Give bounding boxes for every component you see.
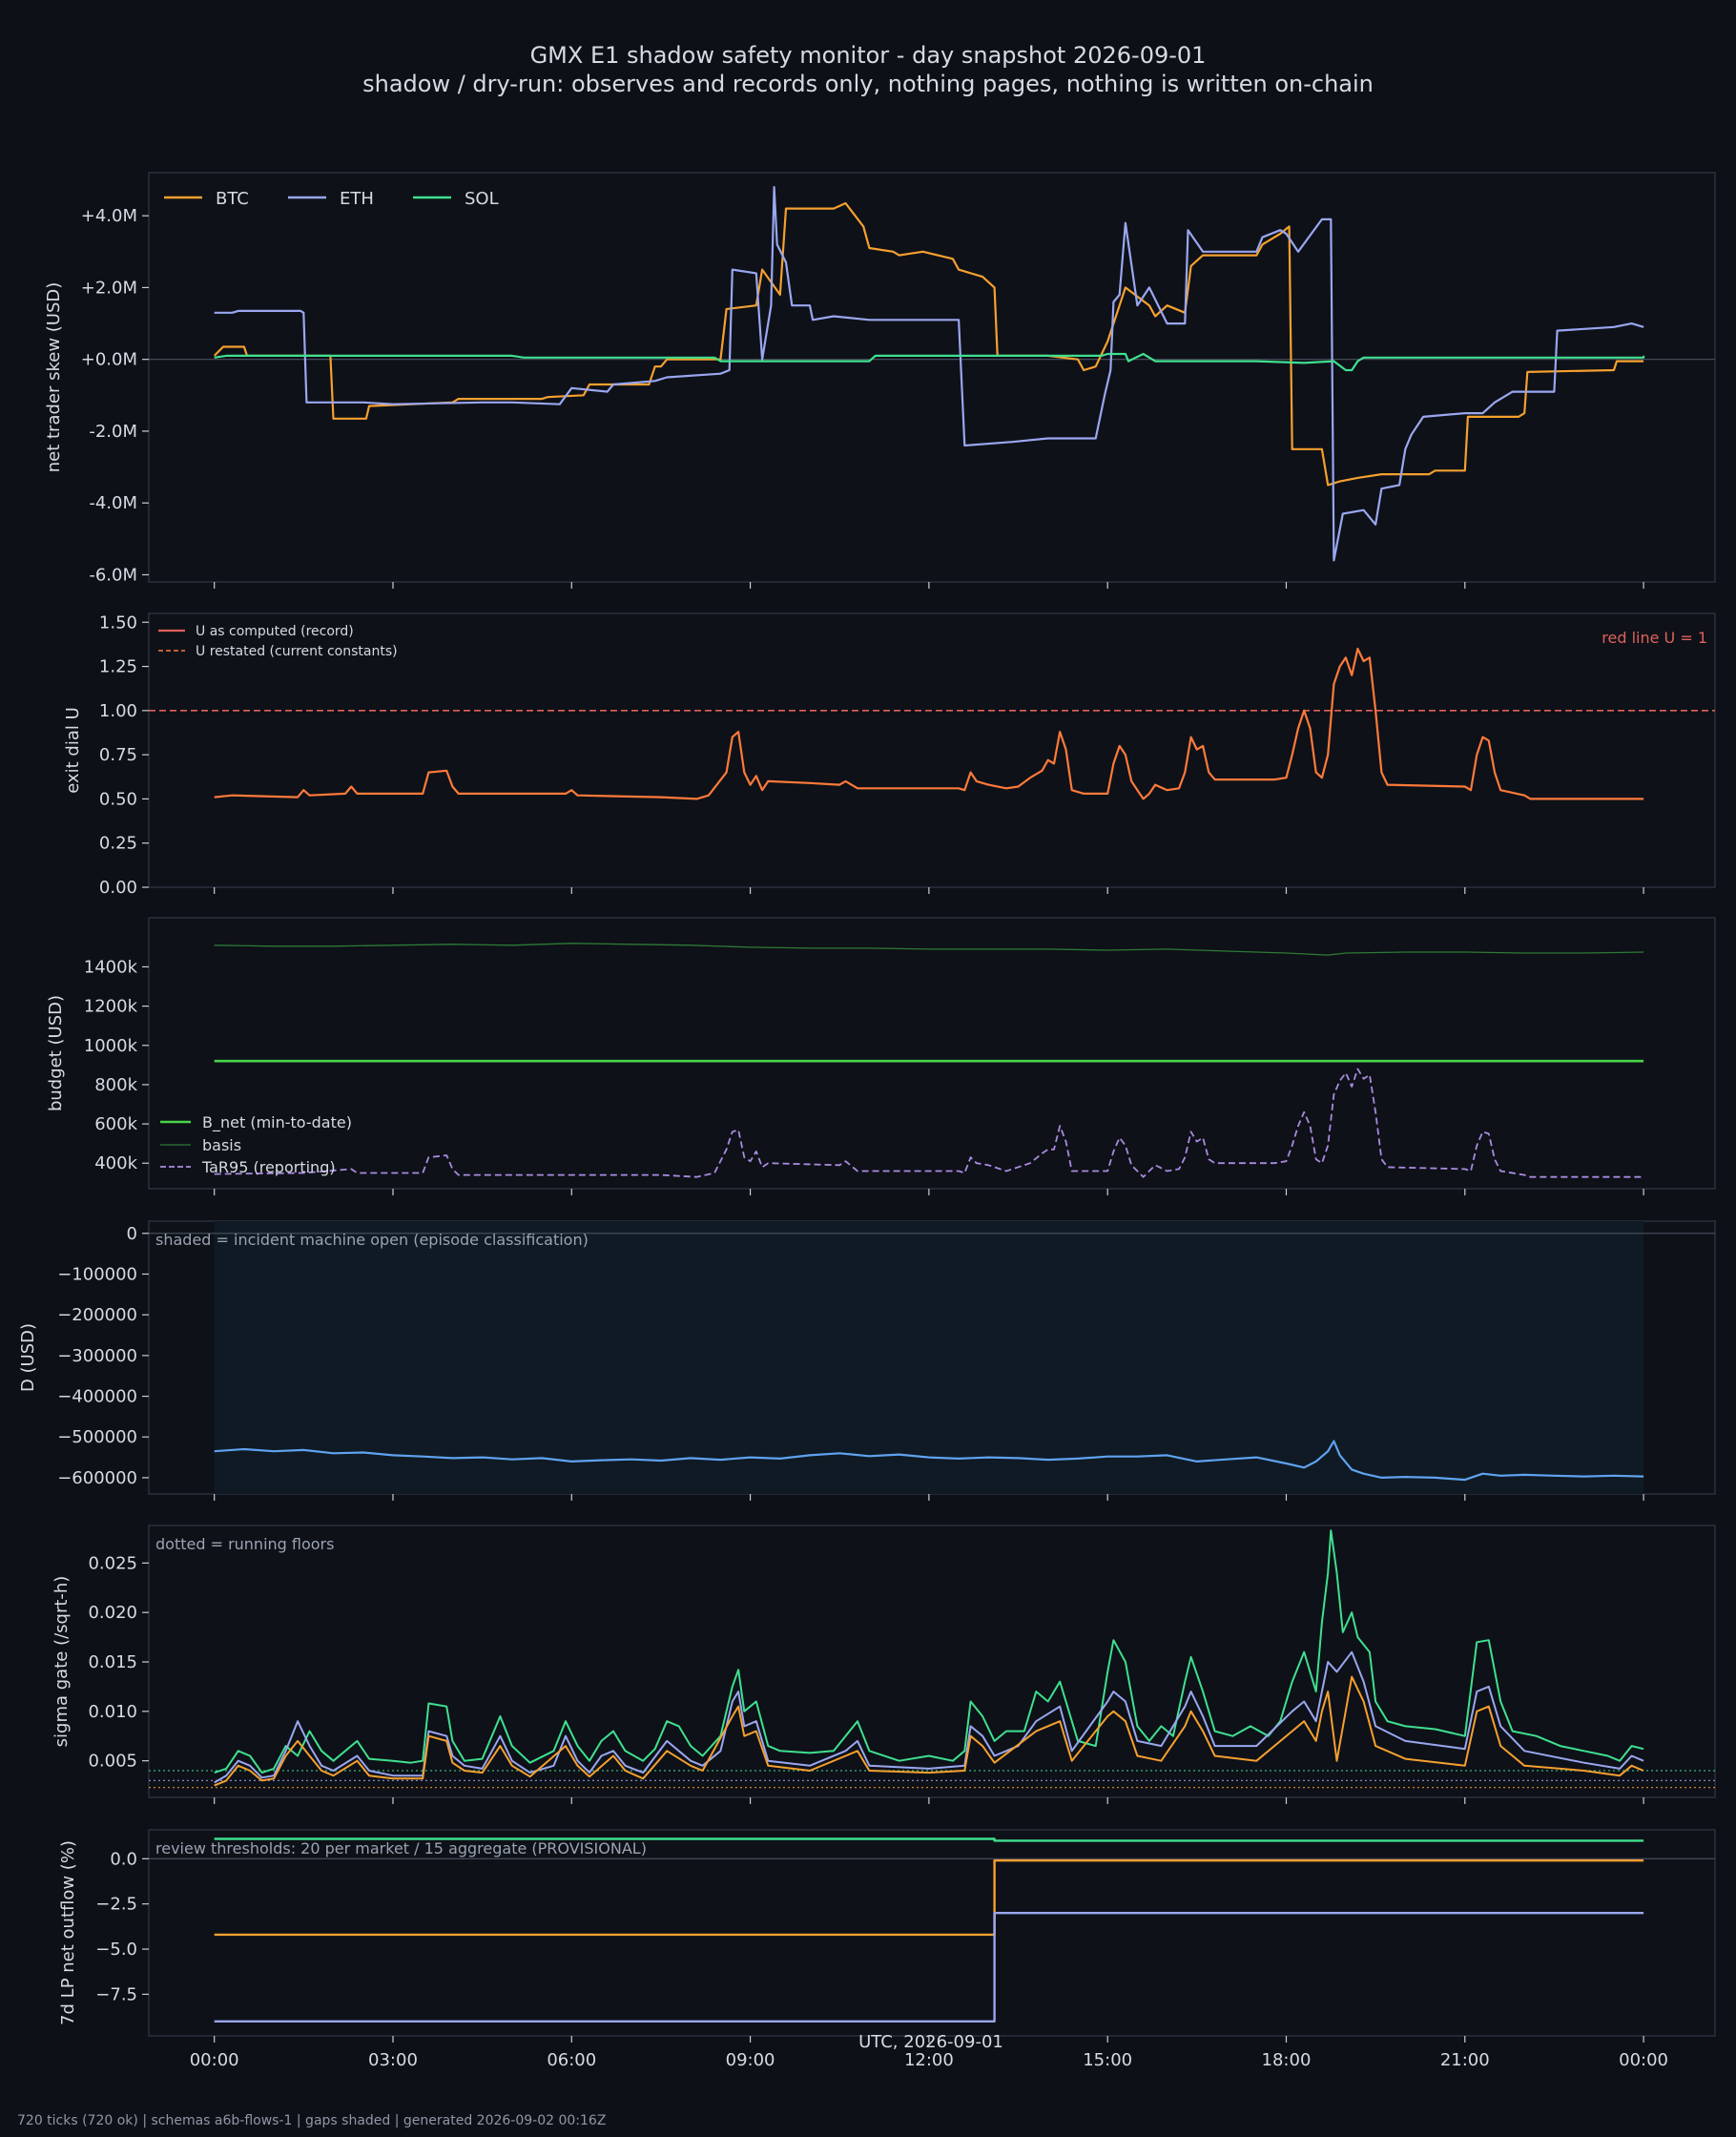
plot-area <box>148 172 1716 583</box>
y-tick-label: −500000 <box>57 1427 137 1447</box>
red-line-label: red line U = 1 <box>1602 629 1707 647</box>
series-basis <box>214 943 1644 956</box>
legend-label: BTC <box>216 189 249 209</box>
y-axis-label: D (USD) <box>18 1323 38 1392</box>
y-axis-label: 7d LP net outflow (%) <box>58 1840 78 2025</box>
x-axis-label: UTC, 2026-09-01 <box>858 2032 1003 2052</box>
y-axis-label: net trader skew (USD) <box>44 282 64 473</box>
legend-label: U as computed (record) <box>196 624 354 639</box>
panel-1: +4.0M +2.0M +0.0M -2.0M -4.0M -6.0M net trader… <box>44 172 1716 589</box>
panel-3: 400k 600k 800k 1000k 1200k 1400k budget (USD) B… <box>46 917 1716 1195</box>
y-tick-label: 0.25 <box>99 834 137 854</box>
y-tick-label: 0.025 <box>88 1553 137 1573</box>
series-sol <box>214 352 1645 372</box>
y-axis-label: sigma gate (/sqrt-h) <box>52 1576 72 1748</box>
y-tick-label: 0.010 <box>88 1702 137 1722</box>
series-tar95 <box>214 1068 1644 1178</box>
series-eth <box>214 1650 1644 1784</box>
series-sol <box>214 1529 1644 1774</box>
y-tick-label: 1.50 <box>99 612 137 633</box>
series-d <box>214 1440 1644 1482</box>
y-axis-label: exit dial U <box>63 707 83 794</box>
legend-label: ETH <box>340 189 374 209</box>
y-tick-label: -6.0M <box>89 565 137 585</box>
y-tick-label: 1.25 <box>99 657 137 677</box>
x-tick-label: 06:00 <box>547 2050 596 2070</box>
y-tick-label: −100000 <box>57 1264 137 1284</box>
y-tick-label: 0.020 <box>88 1603 137 1623</box>
legend-label: TaR95 (reporting) <box>201 1158 336 1176</box>
y-tick-label: +4.0M <box>81 206 137 226</box>
y-tick-label: −300000 <box>57 1346 137 1366</box>
y-tick-label: −600000 <box>57 1468 137 1488</box>
y-tick-label: −7.5 <box>95 1984 137 2004</box>
y-tick-label: 0.015 <box>88 1652 137 1672</box>
legend-label: B_net (min-to-date) <box>202 1113 352 1132</box>
series-sol <box>214 1837 1644 1842</box>
plot-area <box>148 1525 1716 1798</box>
y-tick-label: 0 <box>127 1224 137 1244</box>
x-tick-label: 03:00 <box>368 2050 418 2070</box>
y-tick-label: 1200k <box>84 997 138 1017</box>
legend-label: SOL <box>465 189 499 209</box>
y-tick-label: 600k <box>94 1114 137 1134</box>
y-tick-label: 1000k <box>84 1036 138 1056</box>
footer-status: 720 ticks (720 ok) | schemas a6b-flows-1… <box>17 2113 606 2128</box>
y-tick-label: -4.0M <box>89 493 137 513</box>
y-tick-label: 1.00 <box>99 701 137 721</box>
plot-area <box>148 612 1716 888</box>
plot-area <box>148 1829 1716 2037</box>
panel-6: 0.0 −2.5 −5.0 −7.5 00:00 03:00 06:00 09:00 12:00… <box>58 1829 1716 2070</box>
panel-2: 0.00 0.25 0.50 0.75 1.00 1.25 1.50 exit dial U r… <box>63 612 1716 898</box>
y-tick-label: 0.50 <box>99 789 137 809</box>
panel-annotation: shaded = incident machine open (episode … <box>155 1231 589 1249</box>
panel-annotation: dotted = running floors <box>155 1535 334 1553</box>
series-btc <box>214 1859 1644 1937</box>
panel-4: 0 −100000 −200000 −300000 −400000 −500000 −600… <box>18 1220 1716 1501</box>
x-tick-label: 12:00 <box>904 2050 954 2070</box>
y-tick-label: +0.0M <box>81 350 137 370</box>
series-eth <box>214 186 1644 562</box>
chart-title-line1: GMX E1 shadow safety monitor - day snaps… <box>530 42 1207 69</box>
y-tick-label: −200000 <box>57 1305 137 1325</box>
y-tick-label: −5.0 <box>95 1940 137 1960</box>
y-tick-label: 400k <box>94 1153 137 1173</box>
x-tick-label: 00:00 <box>190 2050 239 2070</box>
y-tick-label: −400000 <box>57 1387 137 1407</box>
series-u <box>214 647 1644 800</box>
panel-annotation: review thresholds: 20 per market / 15 ag… <box>155 1839 647 1857</box>
y-tick-label: 0.75 <box>99 745 137 765</box>
y-tick-label: 0.005 <box>88 1752 137 1772</box>
y-tick-label: 0.0 <box>110 1849 137 1869</box>
y-axis-label: budget (USD) <box>46 995 66 1111</box>
legend-label: basis <box>202 1136 241 1154</box>
y-tick-label: 0.00 <box>99 878 137 898</box>
y-tick-label: −2.5 <box>95 1895 137 1915</box>
y-tick-label: 800k <box>94 1075 137 1095</box>
chart-title-line2: shadow / dry-run: observes and records o… <box>362 71 1374 97</box>
series-eth <box>214 1912 1644 2023</box>
x-tick-label: 00:00 <box>1619 2050 1668 2070</box>
panels: +4.0M +2.0M +0.0M -2.0M -4.0M -6.0M net trader… <box>18 172 1716 2070</box>
y-tick-label: -2.0M <box>89 422 137 442</box>
plot-area <box>148 917 1716 1190</box>
incident-shade <box>214 1221 1644 1494</box>
panel-5: 0.005 0.010 0.015 0.020 0.025 sigma gate (/sq… <box>52 1525 1716 1804</box>
x-tick-label: 21:00 <box>1440 2050 1490 2070</box>
legend-label: U restated (current constants) <box>196 644 398 659</box>
x-tick-label: 18:00 <box>1262 2050 1312 2070</box>
series-btc <box>213 201 1644 487</box>
y-tick-label: +2.0M <box>81 278 137 298</box>
series-btc <box>214 1675 1644 1787</box>
x-tick-label: 09:00 <box>726 2050 775 2070</box>
x-tick-label: 15:00 <box>1083 2050 1132 2070</box>
y-tick-label: 1400k <box>84 957 138 977</box>
